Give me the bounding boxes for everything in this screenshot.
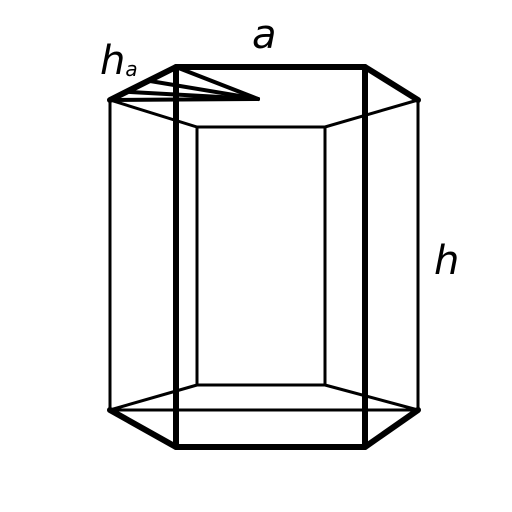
- apothem-label-main: h: [100, 38, 125, 84]
- inner-back-face: [195, 125, 327, 387]
- bottom-hexagon-front-edges: [107, 407, 421, 450]
- top-hexagon-front-edges: [107, 64, 421, 103]
- bottom-hexagon-back: [108, 383, 420, 412]
- top-hexagon-back-edges: [108, 98, 420, 129]
- apothem-line-top: [174, 65, 260, 101]
- apothem-label: ha: [100, 38, 138, 84]
- top-hexagon: [107, 64, 421, 129]
- apothem-line-inner-2: [128, 90, 260, 101]
- back-edges: [108, 98, 420, 412]
- apothem-line-inner-1: [148, 79, 260, 101]
- bottom-hexagon: [107, 407, 421, 450]
- apothem-triangles: [108, 65, 260, 102]
- vertical-edges: [173, 64, 420, 450]
- apothem-label-subscript: a: [125, 57, 137, 81]
- height-label: h: [434, 238, 459, 284]
- side-length-label: a: [252, 12, 277, 58]
